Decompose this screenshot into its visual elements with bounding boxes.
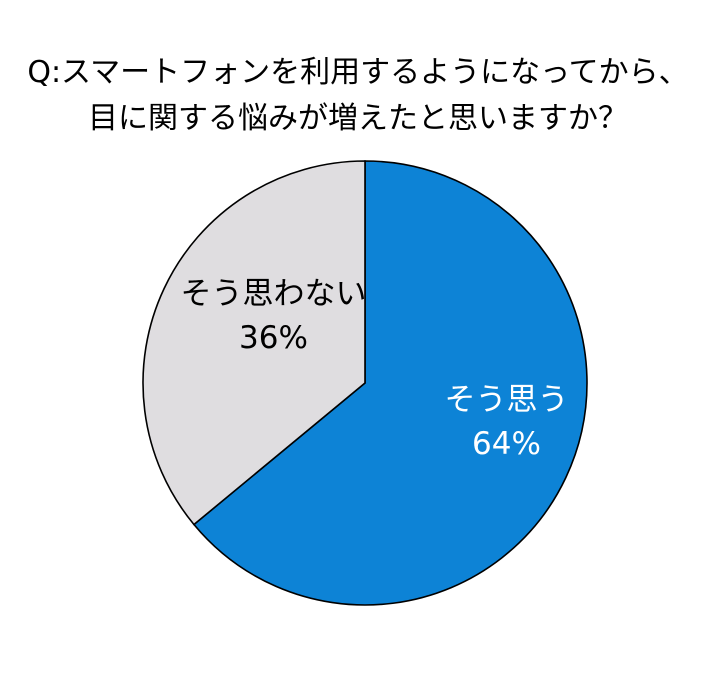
- slice-label-2: そう思わない: [180, 276, 366, 312]
- chart-title-line-2: 目に関する悩みが増えたと思いますか？: [88, 101, 628, 136]
- slice-value-label-2: 36%: [239, 320, 308, 356]
- pie-labels: そう思う 64% そう思わない 36%: [180, 276, 568, 462]
- slice-value-label-1: 64%: [472, 426, 541, 462]
- pie-slice-1: [192, 160, 588, 606]
- pie-slices: [142, 160, 588, 606]
- pie-slice-2: [142, 160, 366, 526]
- slice-label-1: そう思う: [445, 382, 569, 418]
- chart-title-line-1: Q:スマートフォンを利用するようになってから、: [27, 55, 688, 90]
